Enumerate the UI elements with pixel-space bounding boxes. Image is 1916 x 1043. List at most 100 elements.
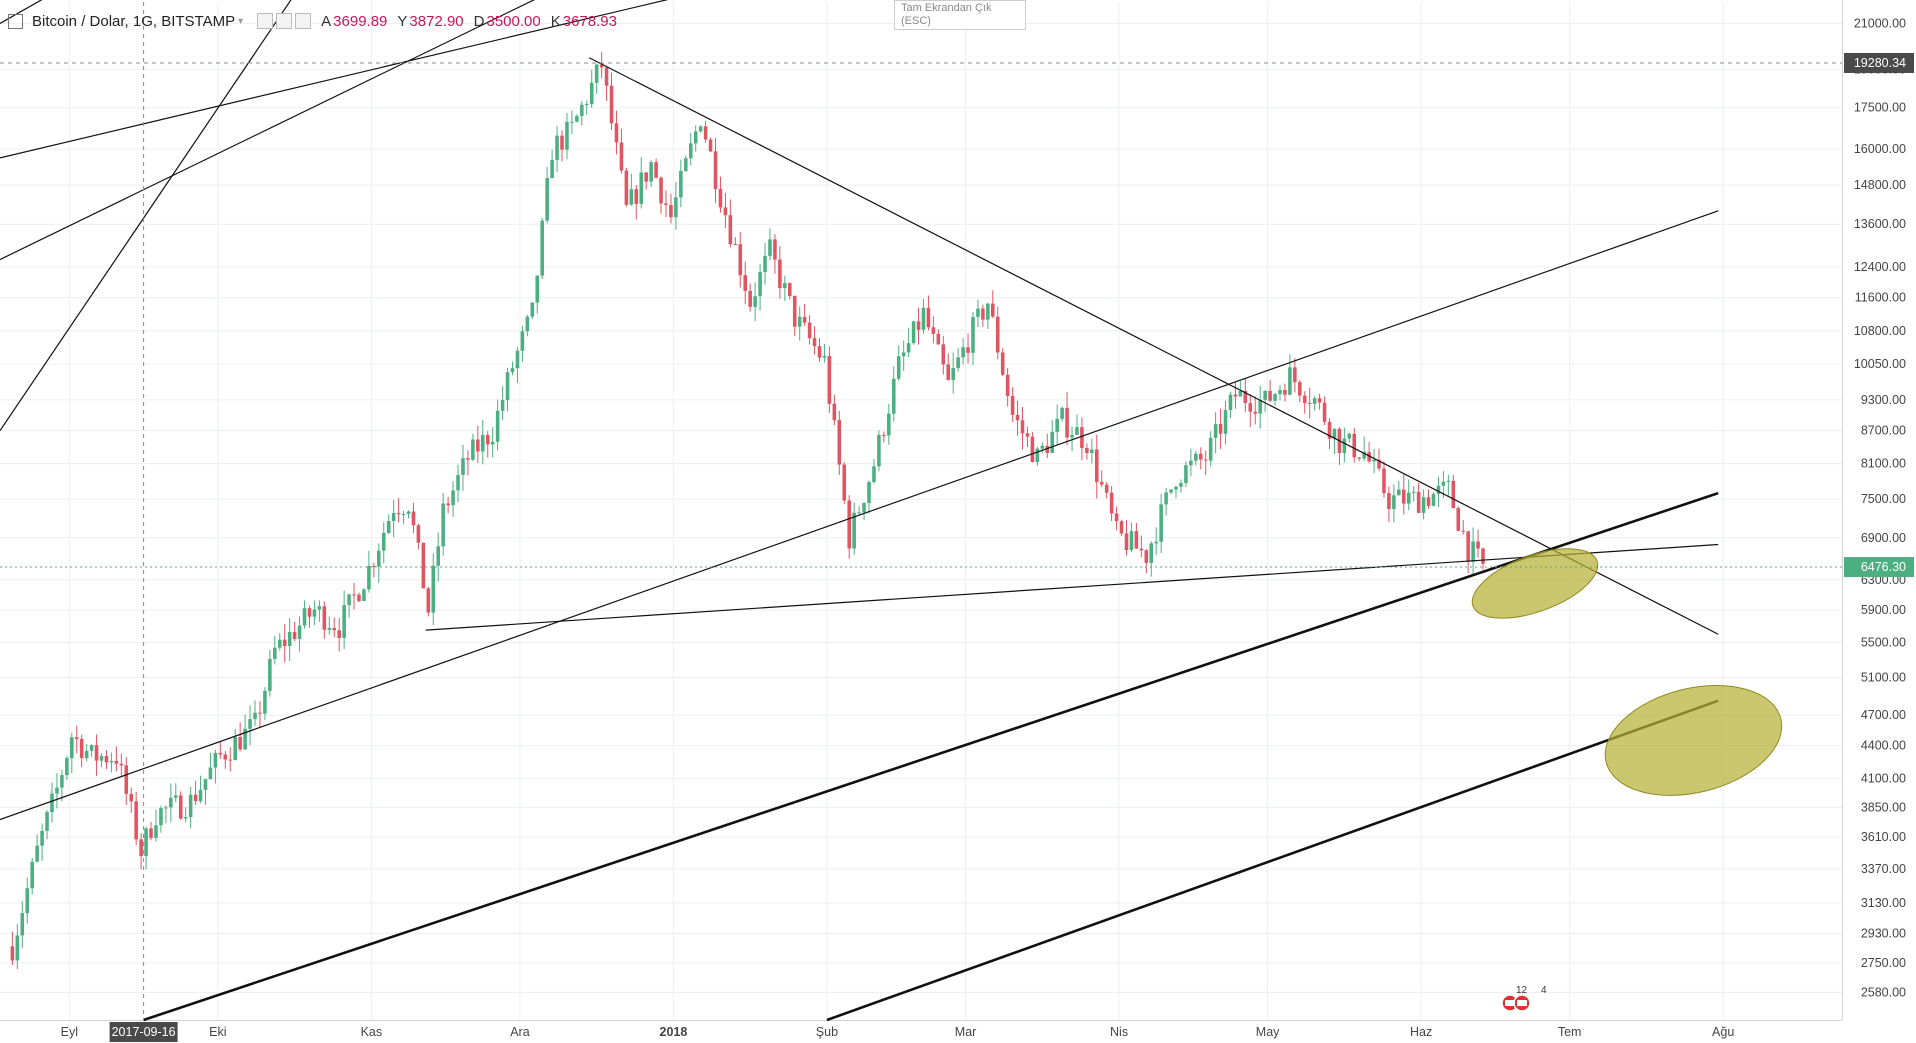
candle-body (317, 606, 322, 610)
candle-body (1005, 374, 1010, 396)
time-tick-label: Haz (1410, 1025, 1432, 1039)
candle-body (94, 745, 99, 761)
candle-body (426, 588, 431, 613)
time-tick-label: Tem (1558, 1025, 1582, 1039)
candle-body (1010, 395, 1015, 415)
candle-body (421, 542, 426, 589)
time-tick-label: Mar (955, 1025, 977, 1039)
candle-body (787, 283, 792, 296)
candle-body (718, 188, 723, 208)
candle-body (1436, 485, 1441, 494)
candle-body (540, 220, 544, 276)
candle-body (728, 215, 733, 245)
candle-body (1416, 491, 1421, 513)
candle-body (20, 913, 25, 936)
candle-body (30, 861, 34, 889)
candle-body (203, 779, 208, 790)
candle-body (55, 787, 59, 794)
candle-body (84, 750, 89, 759)
price-tick-label: 10050.00 (1854, 357, 1906, 371)
crosshair-date-label: 2017-09-16 (112, 1025, 176, 1039)
price-axis: 21000.0019000.0017500.0016000.0014800.00… (1842, 0, 1916, 1043)
candle-body (1114, 513, 1119, 522)
candle-body (688, 143, 693, 159)
candle-body (1030, 436, 1035, 462)
trendline-upper-left-4 (0, 0, 43, 25)
candle-body (1332, 428, 1337, 439)
candle-body (134, 801, 138, 840)
candle-body (1298, 382, 1302, 396)
candle-body (659, 177, 663, 204)
price-tick-label: 12400.00 (1854, 260, 1906, 274)
candle-body (456, 474, 460, 491)
settings-icon[interactable] (257, 13, 274, 29)
candle-body (1397, 489, 1401, 496)
candle-body (1248, 403, 1253, 412)
candle-body (461, 458, 465, 475)
candle-body (466, 458, 470, 460)
candle-body (446, 503, 450, 506)
candle-body (198, 789, 203, 802)
candle-body (485, 435, 490, 445)
candle-body (654, 162, 658, 178)
close-value: 3678.93 (562, 12, 617, 30)
candle-body (575, 115, 579, 122)
candle-body (1015, 414, 1020, 421)
visibility-icon[interactable] (276, 13, 293, 29)
price-tick-label: 2580.00 (1861, 985, 1906, 999)
candle-body (812, 338, 817, 347)
candle-body (89, 745, 94, 751)
open-label: A (321, 12, 332, 30)
candles-layer (10, 51, 1485, 970)
candle-body (396, 512, 401, 515)
candle-body (1139, 548, 1144, 551)
time-tick-label: 2018 (660, 1025, 688, 1039)
candle-body (1322, 402, 1327, 422)
candle-body (565, 121, 569, 150)
symbol-title[interactable]: Bitcoin / Dolar, 1G, BITSTAMP (32, 12, 236, 30)
candle-body (1263, 390, 1267, 400)
candle-body (1080, 427, 1084, 448)
candle-body (644, 172, 648, 182)
price-tick-label: 4100.00 (1861, 771, 1906, 785)
candle-body (124, 765, 129, 794)
candle-body (758, 272, 762, 297)
candle-body (480, 435, 485, 452)
crosshair-price-label: 19280.34 (1854, 56, 1906, 70)
candle-body (971, 316, 975, 353)
candle-body (164, 807, 168, 809)
candle-body (946, 364, 951, 380)
candle-body (1223, 410, 1228, 434)
candle-body (1194, 453, 1198, 461)
candle-body (1471, 541, 1475, 562)
candle-body (238, 737, 242, 750)
candle-body (797, 316, 802, 327)
price-tick-label: 5500.00 (1861, 636, 1906, 650)
candle-body (1431, 493, 1436, 506)
candle-body (822, 356, 827, 358)
candle-body (1476, 541, 1480, 549)
candle-body (580, 104, 584, 116)
candle-body (867, 481, 871, 503)
trendline-upper-left-2 (0, 0, 536, 261)
events-badge[interactable]: 12 4 (1501, 985, 1547, 1012)
candle-body (991, 303, 995, 317)
candle-body (1233, 394, 1238, 397)
close-icon[interactable] (295, 13, 312, 29)
candle-body (1035, 448, 1040, 462)
candle-body (555, 135, 559, 160)
price-tick-label: 4700.00 (1861, 708, 1906, 722)
candle-body (25, 888, 30, 914)
candle-body (1203, 459, 1208, 461)
candle-body (520, 331, 525, 351)
candle-body (1119, 521, 1124, 534)
candle-body (1124, 533, 1129, 551)
candle-body (693, 131, 698, 144)
candle-body (976, 308, 980, 317)
expand-icon[interactable] (8, 14, 23, 29)
dropdown-arrow-icon[interactable]: ▾ (238, 15, 244, 27)
candle-body (1411, 491, 1416, 493)
candle-body (223, 754, 228, 760)
candle-body (629, 189, 634, 205)
